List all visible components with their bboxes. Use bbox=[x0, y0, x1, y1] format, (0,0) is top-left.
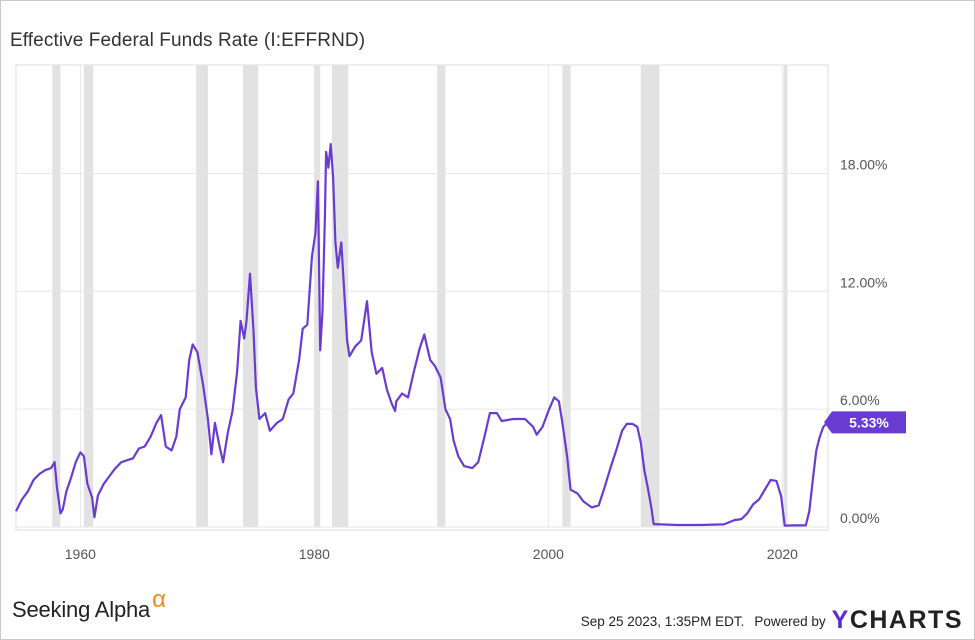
plot-border bbox=[15, 64, 829, 531]
recession-band-6 bbox=[437, 65, 446, 527]
brand-text: Seeking Alpha bbox=[12, 597, 151, 622]
recession-band-8 bbox=[640, 65, 660, 527]
footer-attribution: Sep 25 2023, 1:35PM EDT. Powered by YCHA… bbox=[580, 604, 963, 635]
seeking-alpha-logo: Seeking Alphaα bbox=[12, 586, 166, 624]
ycharts-y: Y bbox=[831, 606, 850, 634]
x-tick-label-0: 1960 bbox=[65, 546, 96, 562]
x-tick-label-1: 1980 bbox=[299, 546, 330, 562]
y-tick-label-0: 0.00% bbox=[840, 510, 880, 526]
ycharts-logo[interactable]: YCHARTS bbox=[832, 606, 963, 635]
recession-band-7 bbox=[562, 65, 571, 527]
chart-title: Effective Federal Funds Rate (I:EFFRND) bbox=[10, 30, 366, 51]
recession-band-1 bbox=[83, 65, 94, 527]
x-tick-label-3: 2020 bbox=[767, 546, 798, 562]
y-tick-label-2: 12.00% bbox=[840, 274, 887, 290]
y-tick-label-3: 18.00% bbox=[840, 157, 887, 173]
recession-band-0 bbox=[52, 65, 61, 527]
x-tick-label-2: 2000 bbox=[533, 546, 564, 562]
y-tick-label-1: 6.00% bbox=[840, 392, 880, 408]
recession-band-9 bbox=[783, 65, 788, 527]
series-layer bbox=[15, 143, 829, 527]
recession-band-2 bbox=[196, 65, 208, 527]
alpha-mark: α bbox=[152, 586, 166, 613]
timestamp: Sep 25 2023, 1:35PM EDT. bbox=[580, 614, 745, 629]
recession-band-4 bbox=[314, 65, 321, 527]
last-value-label: 5.33% bbox=[849, 414, 889, 430]
recession-band-5 bbox=[331, 65, 349, 527]
series-line-0 bbox=[15, 143, 829, 527]
gridlines bbox=[16, 65, 828, 528]
axis-labels: 0.00% 6.00% 12.00% 18.00% 1960 1980 2000 2020 bbox=[65, 157, 888, 562]
last-value-badge-group: 5.33% bbox=[824, 411, 906, 434]
last-value-badge bbox=[824, 411, 906, 434]
ycharts-rest: CHARTS bbox=[849, 606, 963, 634]
recession-bands bbox=[52, 65, 788, 527]
powered-by-text: Powered by bbox=[754, 614, 826, 629]
